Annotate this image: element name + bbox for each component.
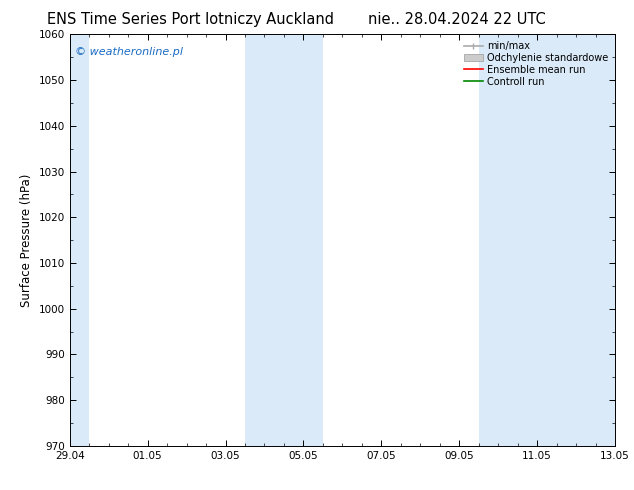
Text: © weatheronline.pl: © weatheronline.pl [75,47,183,57]
Text: ENS Time Series Port lotniczy Auckland: ENS Time Series Port lotniczy Auckland [47,12,333,27]
Bar [70,34,89,446]
Y-axis label: Surface Pressure (hPa): Surface Pressure (hPa) [20,173,33,307]
Bar [479,34,615,446]
Bar [245,34,323,446]
Text: nie.. 28.04.2024 22 UTC: nie.. 28.04.2024 22 UTC [368,12,545,27]
Legend: min/max, Odchylenie standardowe, Ensemble mean run, Controll run: min/max, Odchylenie standardowe, Ensembl… [462,39,610,89]
